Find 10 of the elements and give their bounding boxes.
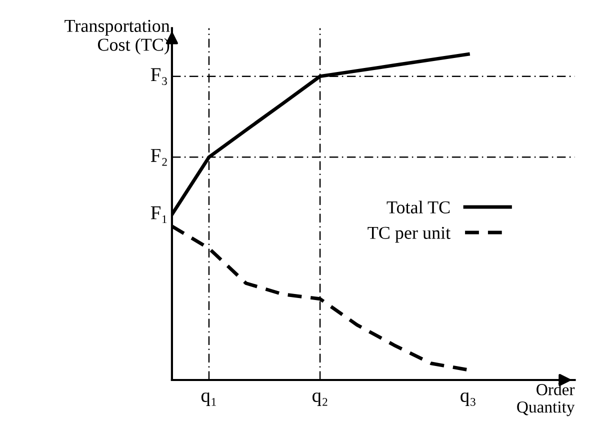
x-tick-label: q₃ (460, 392, 476, 406)
ref-line-label: F₃ (150, 68, 167, 86)
legend-label: Total TC (386, 200, 450, 214)
x-tick-label: q₁ (201, 392, 216, 406)
legend-label: TC per unit (368, 226, 450, 243)
ref-line-label: F₂ (150, 149, 167, 166)
y-axis-title: Transportation Cost (TC) (64, 20, 170, 55)
x-axis-title: Order Quantity (517, 384, 575, 416)
annotation: F₁ (150, 206, 167, 224)
x-tick-label: q₂ (312, 392, 328, 406)
